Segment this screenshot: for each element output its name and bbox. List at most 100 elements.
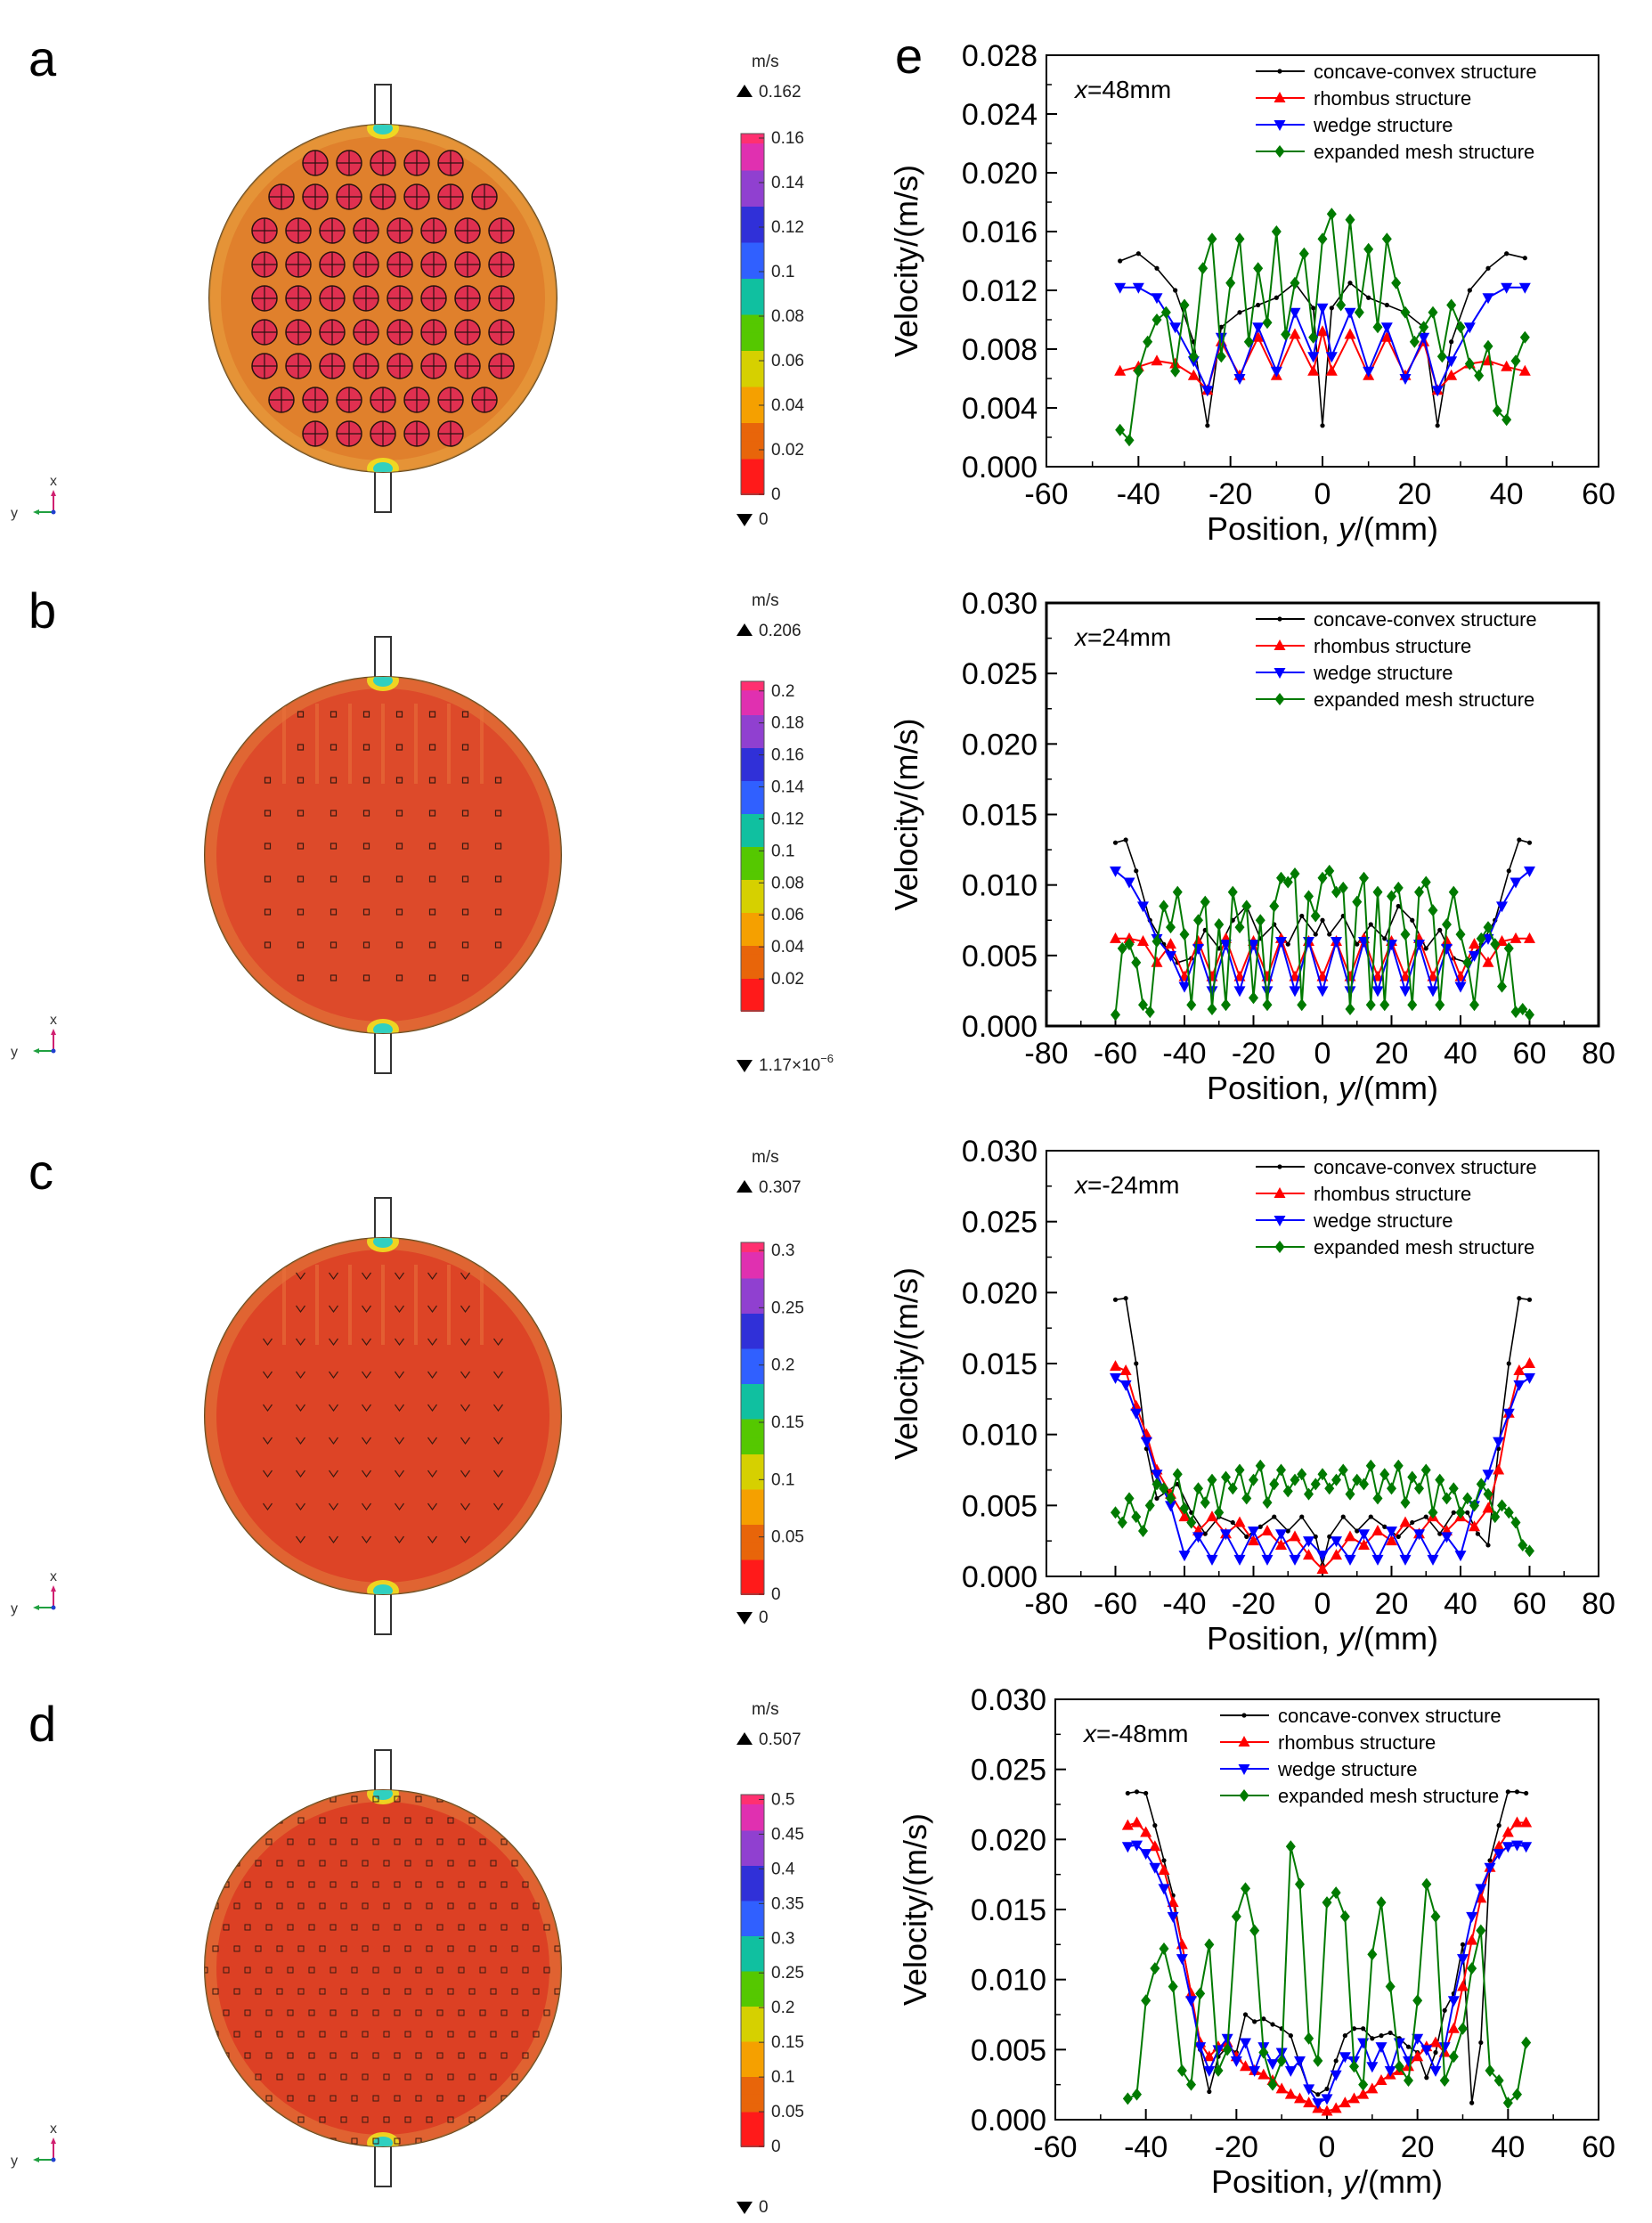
flow-hole — [395, 1437, 404, 1445]
data-point — [1441, 935, 1453, 946]
data-point — [1111, 1506, 1120, 1519]
flow-hole — [340, 1817, 347, 1824]
data-point — [1234, 921, 1245, 934]
flow-hole — [404, 1860, 411, 1867]
data-point — [1447, 1996, 1460, 2007]
axis-y-label: y — [11, 1045, 18, 1060]
data-point — [1159, 900, 1169, 913]
legend-item: rhombus structure — [1256, 87, 1471, 110]
data-point — [1458, 2022, 1468, 2035]
legend-label: wedge structure — [1313, 662, 1453, 684]
data-point — [1225, 276, 1236, 289]
data-point — [1524, 866, 1535, 877]
colorbar-tick: 0.25 — [771, 1299, 804, 1317]
data-point — [1249, 1473, 1258, 1486]
data-point — [1321, 2094, 1333, 2105]
flow-hole — [533, 1902, 540, 1910]
colorbar: m/s 0.507 0.5 0.45 0.4 0.35 0.3 0.25 0.2 0.15 0.1 0… — [736, 1700, 804, 2217]
flow-hole — [372, 1796, 379, 1803]
data-point — [1144, 1499, 1155, 1512]
flow-hole — [297, 1902, 305, 1910]
data-point — [1262, 1496, 1273, 1510]
data-point — [1274, 693, 1285, 705]
flow-hole — [490, 1817, 497, 1824]
flow-hole — [297, 908, 305, 916]
data-point — [1349, 2060, 1359, 2073]
flow-hole — [212, 1945, 219, 1952]
data-point — [1256, 302, 1261, 308]
y-tick-label: 0.015 — [962, 1348, 1038, 1381]
flow-hole — [297, 777, 305, 784]
axis-triad: xy — [11, 1569, 57, 1616]
data-point — [1439, 2073, 1450, 2087]
flow-hole — [395, 908, 403, 916]
data-point — [1320, 917, 1325, 923]
data-point — [1238, 1764, 1250, 1775]
data-point — [1435, 423, 1440, 428]
flow-hole — [428, 941, 436, 949]
flow-hole — [205, 1838, 208, 1845]
flow-hole — [383, 1860, 390, 1867]
data-point — [1396, 1534, 1401, 1539]
data-point — [1336, 298, 1347, 312]
flow-hole — [511, 2031, 518, 2038]
data-point — [1385, 1980, 1396, 1993]
data-point — [1478, 2040, 1484, 2046]
flow-hole — [394, 1838, 401, 1845]
flow-hole — [336, 387, 362, 413]
data-point — [1412, 2050, 1424, 2062]
data-point — [1160, 305, 1171, 319]
data-point — [1214, 918, 1225, 931]
data-point — [1501, 282, 1513, 294]
data-point — [1376, 1896, 1387, 1910]
data-point — [1241, 1492, 1252, 1505]
legend-item: expanded mesh structure — [1220, 1785, 1499, 1807]
flow-hole — [394, 2009, 401, 2016]
flow-hole — [522, 1838, 529, 1845]
data-point — [1274, 295, 1279, 300]
data-point — [1186, 1516, 1197, 1529]
flow-hole — [383, 2073, 390, 2080]
flow-hole — [340, 2073, 347, 2080]
flow-hole — [493, 1371, 503, 1380]
legend-label: rhombus structure — [1314, 635, 1471, 657]
flow-hole — [554, 1817, 561, 1824]
flow-hole — [420, 251, 447, 278]
flow-hole — [255, 2031, 262, 2038]
flow-hole — [296, 1305, 305, 1314]
data-point — [1178, 981, 1191, 993]
data-point — [1320, 423, 1325, 428]
colorbar-tick: 0.05 — [771, 1528, 804, 1547]
flow-hole — [454, 251, 481, 278]
flow-hole — [543, 2095, 550, 2102]
flow-hole — [404, 1945, 411, 1952]
data-point — [1524, 1372, 1535, 1384]
velocity-charts: e 0.000 0.004 0.008 0.012 0.016 0.020 0.024 0.02… — [888, 28, 1615, 2200]
flow-hole — [330, 974, 338, 981]
flow-hole — [511, 1817, 518, 1824]
flow-hole — [302, 387, 329, 413]
data-point — [1275, 1538, 1287, 1550]
data-point — [1195, 1987, 1206, 2000]
data-point — [1168, 1980, 1178, 1993]
flow-hole — [426, 1817, 433, 1824]
flow-hole — [404, 1988, 411, 1995]
flow-hole — [447, 2031, 454, 2038]
x-tick-label: 40 — [1490, 477, 1524, 511]
flow-hole — [543, 2138, 550, 2145]
data-point — [1502, 1408, 1515, 1420]
y-tick-label: 0.020 — [971, 1823, 1046, 1857]
flow-hole — [319, 285, 346, 312]
data-point — [1520, 1842, 1533, 1853]
data-point — [1241, 900, 1252, 913]
flow-hole — [353, 319, 379, 346]
flow-hole — [454, 353, 481, 379]
colorbar-frame — [740, 680, 765, 1012]
flow-hole — [330, 1838, 337, 1845]
series-3 — [1115, 208, 1530, 447]
position-annotation: x=-24mm — [1073, 1171, 1179, 1199]
data-point — [1131, 956, 1142, 969]
x-tick-label: -60 — [1094, 1037, 1137, 1071]
flow-hole — [330, 777, 338, 784]
x-tick-label: 20 — [1397, 477, 1431, 511]
